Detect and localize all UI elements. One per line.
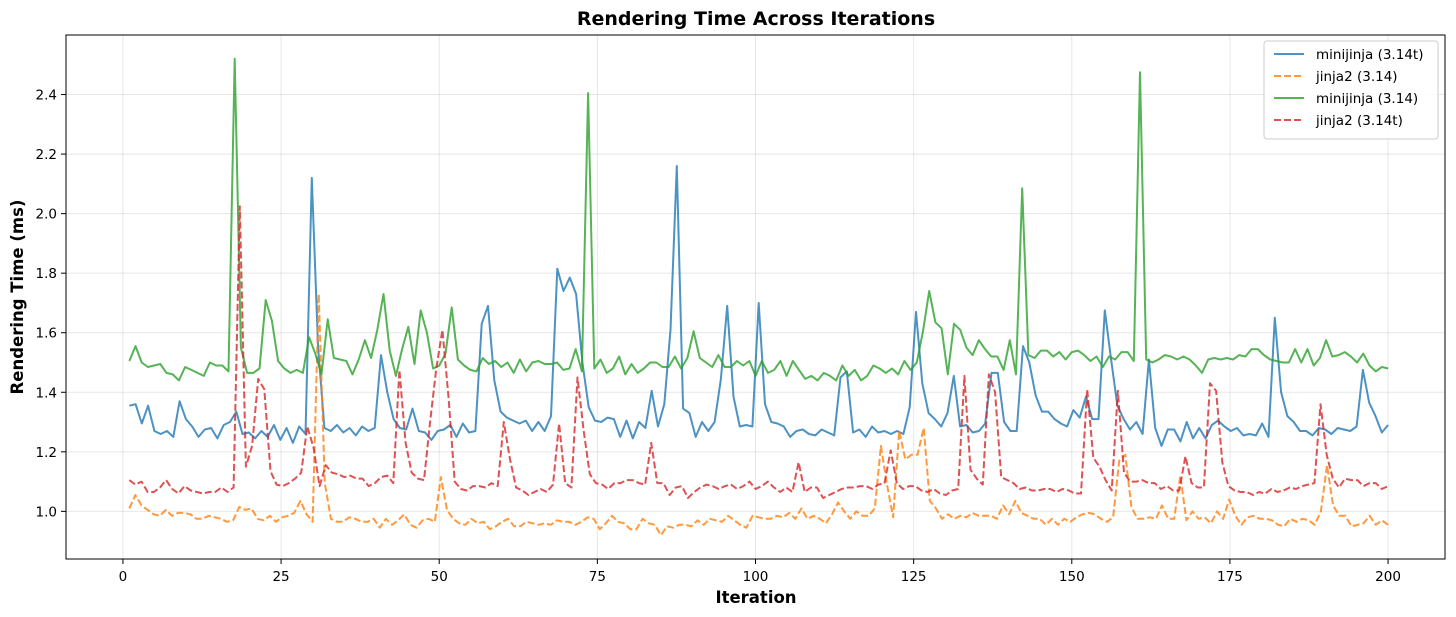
y-tick-label: 2.4	[36, 88, 57, 104]
legend-label: jinja2 (3.14t)	[1315, 113, 1403, 129]
x-axis-ticks: 0 25 50 75 100 125 150 175 200	[119, 559, 1401, 585]
chart-title: Rendering Time Across Iterations	[577, 8, 935, 30]
x-tick-label: 50	[431, 569, 448, 585]
y-axis-ticks: 1.0 1.2 1.4 1.6 1.8 2.0 2.2 2.4	[36, 88, 66, 520]
y-tick-label: 2.2	[36, 147, 57, 163]
legend: minijinja (3.14t) jinja2 (3.14) minijinja …	[1263, 40, 1439, 140]
y-tick-label: 1.2	[36, 445, 57, 461]
grid	[66, 35, 1445, 559]
y-tick-label: 1.6	[36, 326, 57, 342]
y-tick-label: 2.0	[36, 207, 57, 223]
legend-label: minijinja (3.14)	[1316, 91, 1418, 107]
y-tick-label: 1.8	[36, 266, 57, 282]
series-layer	[128, 57, 1389, 537]
series-line-2	[128, 57, 1389, 382]
x-tick-label: 0	[119, 569, 128, 585]
legend-label: jinja2 (3.14)	[1315, 69, 1398, 85]
legend-label: minijinja (3.14t)	[1316, 47, 1423, 63]
y-tick-label: 1.0	[36, 504, 57, 520]
y-tick-label: 1.4	[36, 385, 57, 401]
series-line-0	[129, 165, 1389, 447]
x-tick-label: 200	[1375, 569, 1401, 585]
x-tick-label: 150	[1059, 569, 1085, 585]
series-line-1	[128, 293, 1389, 537]
x-tick-label: 25	[272, 569, 289, 585]
x-tick-label: 75	[589, 569, 606, 585]
legend-box	[1263, 40, 1439, 140]
x-tick-label: 125	[901, 569, 927, 585]
x-axis-label: Iteration	[715, 588, 796, 607]
x-tick-label: 100	[743, 569, 769, 585]
y-axis-label: Rendering Time (ms)	[8, 200, 27, 395]
series-line-3	[128, 205, 1389, 499]
x-tick-label: 175	[1217, 569, 1243, 585]
